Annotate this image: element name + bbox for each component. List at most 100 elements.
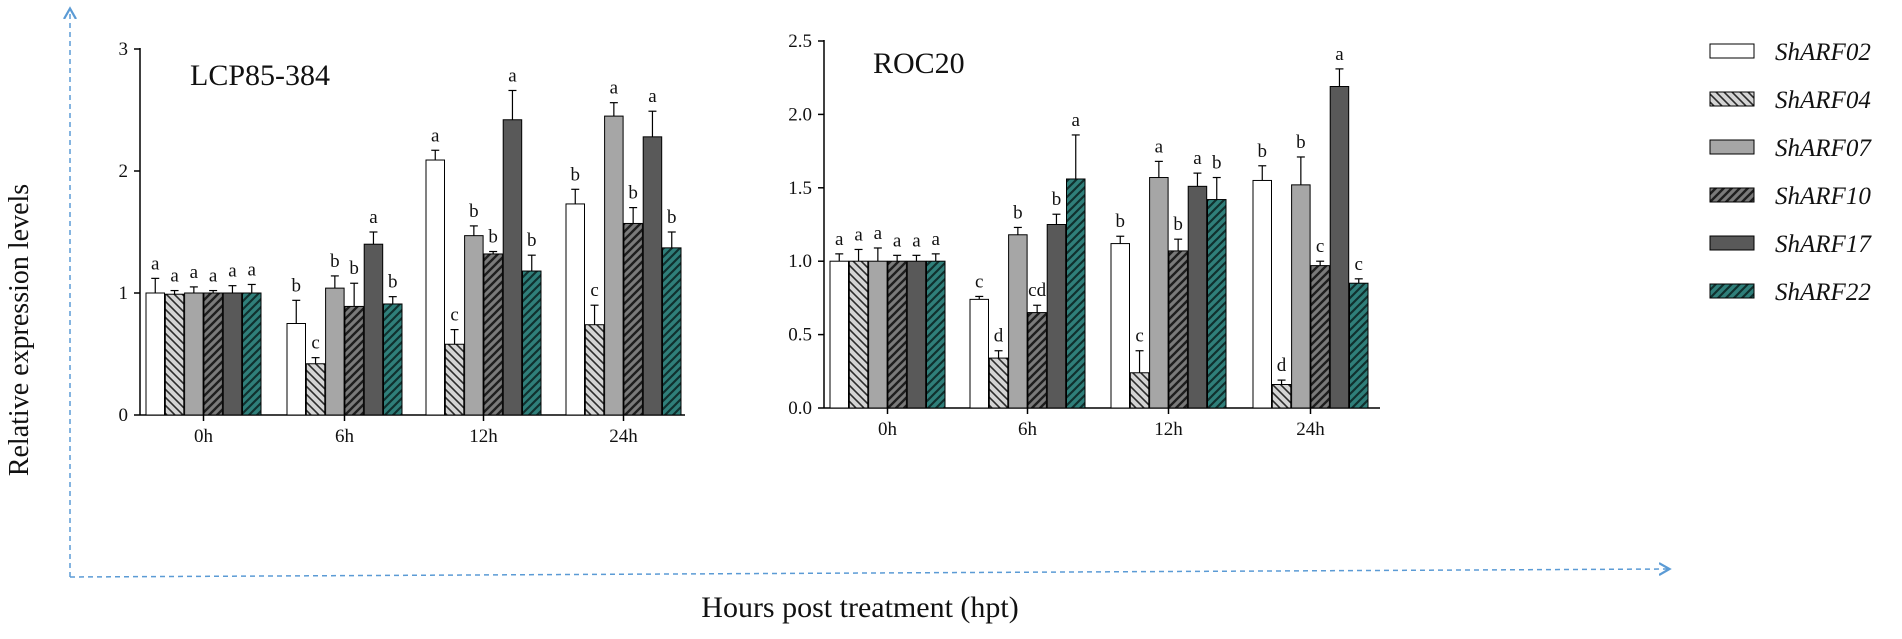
- x-tick-label-12h: 12h: [1154, 419, 1183, 440]
- bar-sharf04-6h: [988, 357, 1009, 409]
- sig-letter-sharf07-12h: a: [1155, 136, 1164, 157]
- legend-swatch-sharf17: [1709, 235, 1755, 251]
- bar-sharf17-24h: [642, 136, 663, 416]
- sig-letter-sharf02-12h: a: [431, 125, 440, 146]
- sig-letter-sharf10-0h: a: [893, 230, 902, 251]
- x-tick-label-0h: 0h: [194, 426, 214, 447]
- sig-letter-sharf04-24h: c: [590, 280, 598, 301]
- sig-letter-sharf10-6h: b: [349, 258, 359, 279]
- legend-label-sharf22: ShARF22: [1775, 279, 1871, 306]
- bar-sharf10-0h: [887, 260, 907, 409]
- sig-letter-sharf17-0h: a: [912, 230, 921, 251]
- sig-letter-sharf17-12h: a: [1193, 148, 1202, 169]
- bar-sharf02-6h: [969, 298, 989, 409]
- sig-letter-sharf22-6h: b: [388, 272, 398, 293]
- bar-sharf07-0h: [184, 292, 204, 416]
- sig-letter-sharf22-12h: b: [527, 230, 537, 251]
- bar-sharf17-6h: [363, 243, 384, 416]
- sig-letter-sharf22-24h: b: [667, 207, 677, 228]
- bar-sharf07-6h: [1008, 234, 1028, 409]
- bar-sharf22-6h: [1066, 178, 1086, 409]
- bar-sharf10-12h: [483, 253, 503, 416]
- sig-letter-sharf22-0h: a: [932, 229, 941, 250]
- bar-sharf02-24h: [1252, 179, 1272, 409]
- sig-letter-sharf10-12h: b: [488, 227, 498, 248]
- legend-label-sharf17: ShARF17: [1775, 231, 1872, 258]
- bar-sharf04-24h: [1271, 384, 1292, 409]
- bar-sharf04-24h: [584, 324, 605, 416]
- bar-sharf22-0h: [242, 292, 262, 416]
- sig-letter-sharf10-0h: a: [209, 266, 218, 287]
- sig-letter-sharf04-0h: a: [854, 224, 863, 245]
- sig-letter-sharf17-24h: a: [1335, 44, 1344, 65]
- sig-letter-sharf10-24h: c: [1316, 236, 1324, 257]
- sig-letter-sharf10-24h: b: [628, 183, 638, 204]
- sig-letter-sharf07-6h: b: [330, 251, 340, 272]
- sig-letter-sharf04-24h: d: [1277, 355, 1287, 376]
- bar-sharf04-0h: [164, 293, 185, 416]
- sig-letter-sharf17-6h: a: [369, 207, 378, 228]
- bar-sharf04-12h: [444, 343, 465, 416]
- legend-swatch-sharf04: [1709, 91, 1755, 107]
- bar-sharf17-12h: [1187, 185, 1208, 409]
- sig-letter-sharf22-0h: a: [248, 259, 257, 280]
- sig-letter-sharf02-12h: b: [1116, 211, 1126, 232]
- sig-letter-sharf02-6h: b: [292, 275, 302, 296]
- sig-letter-sharf04-12h: c: [1135, 326, 1143, 347]
- bar-sharf10-6h: [1027, 312, 1047, 409]
- sig-letter-sharf07-24h: a: [610, 78, 619, 99]
- sig-letter-sharf02-0h: a: [151, 253, 160, 274]
- shared-y-label: Relative expression levels: [4, 184, 35, 476]
- bar-sharf17-24h: [1329, 86, 1350, 409]
- bar-sharf04-0h: [848, 260, 869, 409]
- bar-sharf22-12h: [1207, 199, 1227, 409]
- bar-sharf07-0h: [868, 260, 888, 409]
- bar-sharf22-12h: [522, 270, 542, 416]
- legend-swatch-sharf10: [1709, 187, 1755, 203]
- sig-letter-sharf17-24h: a: [648, 86, 657, 107]
- legend-swatch-sharf07: [1709, 139, 1755, 155]
- y-tick-label: 2.0: [788, 104, 812, 125]
- y-tick-label: 1.5: [788, 178, 812, 199]
- sig-letter-sharf22-24h: c: [1355, 254, 1363, 275]
- bar-sharf10-24h: [623, 222, 643, 416]
- x-tick-label-24h: 24h: [1296, 419, 1325, 440]
- bar-sharf10-24h: [1310, 265, 1330, 409]
- bar-sharf17-6h: [1046, 224, 1067, 409]
- sig-letter-sharf07-0h: a: [190, 262, 199, 283]
- chart-title: ROC20: [873, 47, 965, 80]
- y-tick-label: 3: [119, 39, 129, 60]
- sig-letter-sharf10-12h: b: [1173, 214, 1183, 235]
- sig-letter-sharf04-6h: c: [311, 333, 319, 354]
- bar-sharf22-24h: [1349, 282, 1369, 409]
- sig-letter-sharf04-12h: c: [450, 305, 458, 326]
- bar-sharf10-0h: [203, 292, 223, 416]
- bar-sharf07-12h: [464, 235, 484, 416]
- bar-sharf07-6h: [325, 287, 345, 416]
- bar-sharf10-12h: [1168, 250, 1188, 409]
- x-tick-label-24h: 24h: [609, 426, 638, 447]
- y-tick-label: 2.5: [788, 31, 812, 52]
- sig-letter-sharf02-24h: b: [1258, 141, 1268, 162]
- bar-sharf10-6h: [344, 305, 364, 416]
- sig-letter-sharf07-12h: b: [469, 201, 479, 222]
- legend-swatch-sharf22: [1709, 283, 1755, 299]
- bar-sharf22-0h: [926, 260, 946, 409]
- legend-label-sharf02: ShARF02: [1775, 39, 1871, 66]
- legend-label-sharf07: ShARF07: [1775, 135, 1872, 162]
- shared-x-arrow: [69, 569, 1668, 578]
- sig-letter-sharf17-6h: b: [1052, 189, 1062, 210]
- bar-sharf07-24h: [604, 115, 624, 416]
- sig-letter-sharf07-24h: b: [1296, 132, 1306, 153]
- bar-sharf02-0h: [145, 292, 165, 416]
- sig-letter-sharf17-12h: a: [508, 65, 517, 86]
- x-tick-label-0h: 0h: [878, 419, 898, 440]
- legend-label-sharf04: ShARF04: [1775, 87, 1871, 114]
- sig-letter-sharf22-6h: a: [1072, 110, 1081, 131]
- legend-label-sharf10: ShARF10: [1775, 183, 1871, 210]
- chart-title: LCP85-384: [190, 59, 330, 92]
